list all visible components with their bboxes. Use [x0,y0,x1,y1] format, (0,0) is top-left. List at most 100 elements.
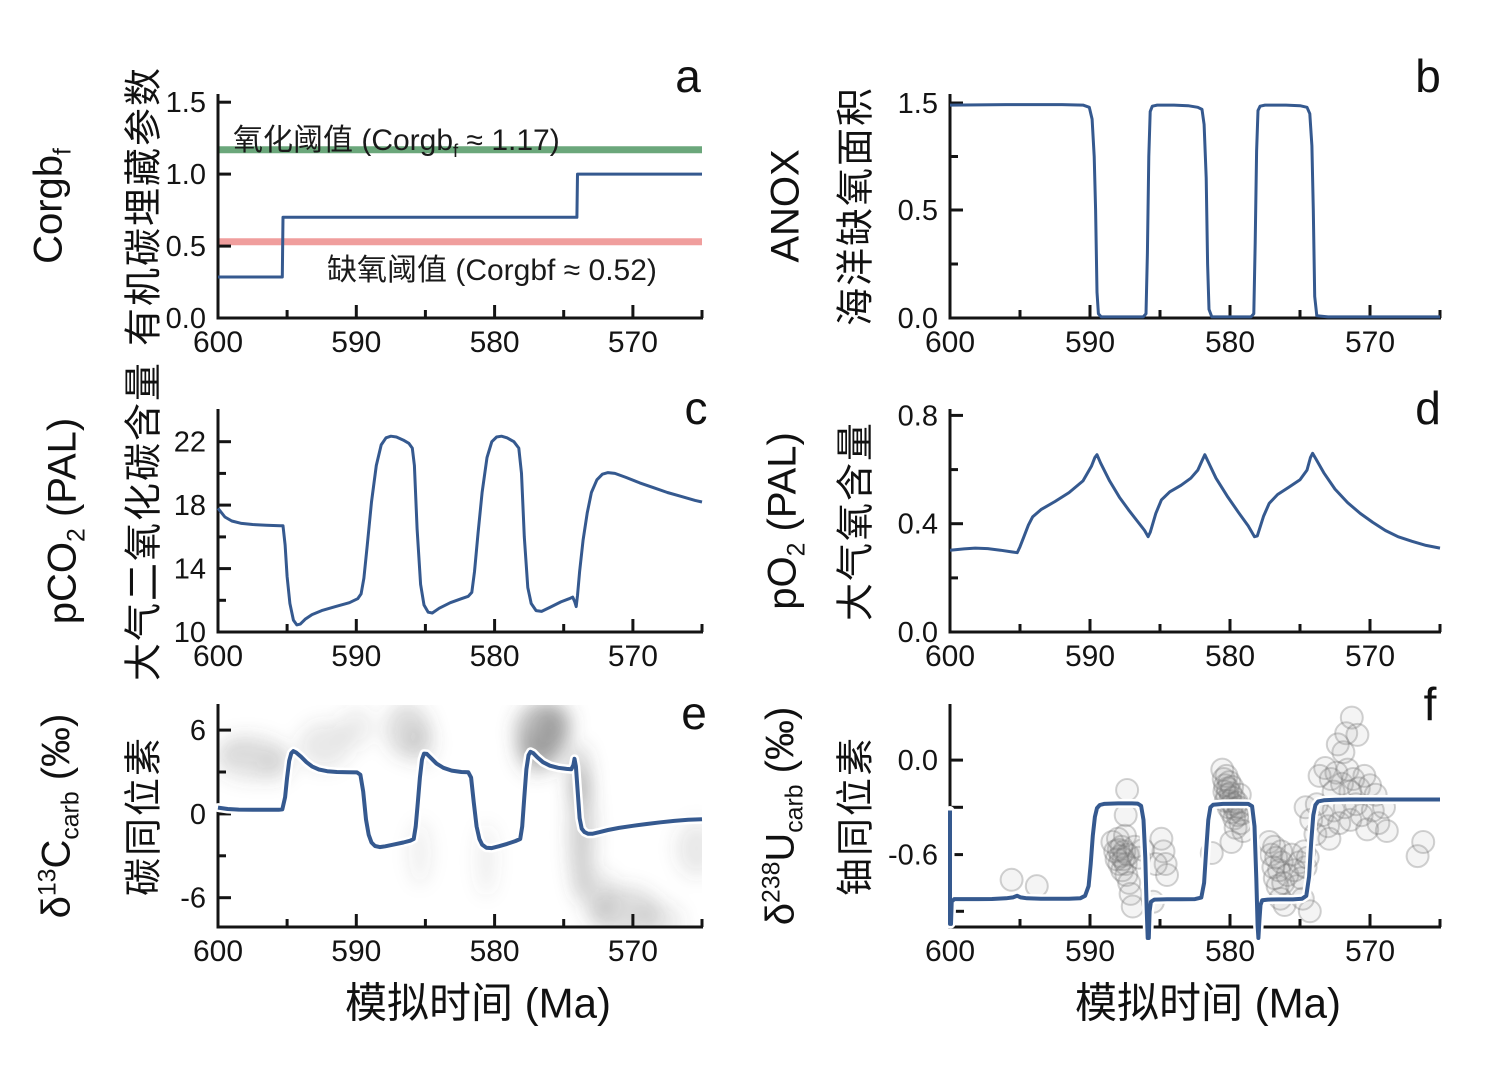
panel-b-curve [949,103,1440,319]
scatter-point [1111,847,1136,872]
scatter-point [1219,830,1244,854]
panel-c: 600 590 580 570 22 18 14 10 [174,409,704,673]
y-axis-label-zh-f: 铀同位素 [835,735,878,897]
y-tick-label: 0.4 [898,509,938,541]
scatter-point [1330,771,1354,796]
y-tick-label: -6 [180,883,206,915]
x-tick-label: 570 [608,640,658,673]
y-axis-label-zh-e: 碳同位素 [123,735,166,897]
x-axis-title-right: 模拟时间 (Ma) [1075,979,1341,1027]
scatter-point [1411,830,1436,854]
panel-d: 600 590 580 570 0.8 0.4 0.0 [898,400,1442,673]
x-tick-label: 590 [1065,640,1115,673]
scatter-point [1331,740,1356,765]
y-tick-label: 0.5 [166,231,206,263]
oxidation-threshold-label: 氧化阈值 (Corgbf ≈ 1.17) [233,124,560,161]
scatter-point [1317,826,1342,851]
y-tick-label: 0.0 [898,303,938,335]
scatter-point [1324,760,1349,785]
y-tick-label: 1.5 [898,88,938,120]
scatter-point [1151,839,1176,864]
scatter-point [1405,844,1430,869]
scatter-point [1155,863,1179,887]
scatter-point [1120,894,1145,919]
scatter-point [1112,839,1137,864]
x-tick-label: 580 [470,326,520,359]
y-axis-label-zh-c: 大气二氧化碳含量 [123,360,166,682]
x-tick-label: 580 [470,935,520,968]
scatter-point [1108,844,1133,869]
scatter-point [1339,705,1364,730]
y-axis-label-zh-a: 有机碳埋藏参数 [123,65,166,347]
scatter-point [1113,823,1137,848]
scatter-point [1024,874,1049,899]
scatter-point [999,867,1024,892]
scatter-point [1214,763,1239,788]
x-tick-label: 590 [331,326,381,359]
density-blob [298,721,351,770]
x-tick-label: 600 [925,326,975,359]
scatter-point [1313,756,1338,780]
x-tick-label: 580 [1205,326,1255,359]
scatter-point [1213,773,1238,798]
density-blob [538,705,572,745]
x-tick-label: 600 [925,640,975,673]
scatter-point [1259,842,1284,867]
scatter-point [1318,767,1343,791]
y-axis-label-d13c: δ13Ccarb (‰) [34,713,85,919]
scatter-point [1355,817,1380,842]
y-tick-label: 0.0 [898,617,938,649]
scatter-point [1271,870,1296,895]
scatter-point [1327,811,1352,836]
y-tick-label: 1.5 [166,87,206,119]
y-tick-label: 6 [190,715,206,747]
x-tick-label: 580 [1205,640,1255,673]
density-blob [675,820,702,877]
x-tick-label: 580 [1205,935,1255,968]
x-tick-label: 590 [1065,326,1115,359]
scatter-point [1217,770,1242,795]
scatter-point [1104,847,1129,872]
x-tick-label: 590 [1065,935,1115,968]
x-tick-label: 600 [193,326,243,359]
x-tick-label: 600 [925,935,975,968]
scatter-point [1117,870,1142,895]
scatter-point [1307,763,1332,788]
panel-letter-d: d [1415,382,1441,434]
panel-c-curve [216,434,703,627]
scatter-point [1338,807,1363,832]
scatter-point [1114,863,1139,887]
scatter-point [1374,819,1399,843]
y-tick-label: 18 [174,490,206,522]
scatter-point [1110,858,1135,883]
scatter-point [1366,811,1391,836]
y-tick-label: 1.0 [166,159,206,191]
scatter-point [1100,830,1125,854]
x-tick-label: 570 [1345,640,1395,673]
panel-letter-a: a [675,50,701,102]
density-blob [218,735,260,764]
x-tick-label: 570 [1345,935,1395,968]
scatter-point [1106,837,1131,862]
panel-letter-b: b [1415,50,1441,102]
panel-e: 600 590 580 570 6 0 -6 [180,704,707,968]
y-axis-label-po2: pO2 (PAL) [760,432,811,610]
panel-a-curve [218,172,702,279]
panel-e-curve [217,749,703,851]
y-tick-label: 0.0 [166,303,206,335]
y-tick-label: 0.0 [898,745,938,777]
x-tick-label: 600 [193,640,243,673]
scatter-point [1335,757,1360,782]
scatter-point [1316,814,1340,839]
scatter-point [1349,803,1374,828]
y-tick-label: 14 [174,554,206,586]
scatter-point [1267,858,1291,883]
panel-letter-e: e [681,687,707,739]
scatter-point [1103,839,1128,864]
x-tick-label: 590 [331,935,381,968]
scatter-point [1341,767,1366,791]
scatter-point [1262,834,1287,859]
y-axis-label-zh-b: 海洋缺氧面积 [835,85,878,327]
